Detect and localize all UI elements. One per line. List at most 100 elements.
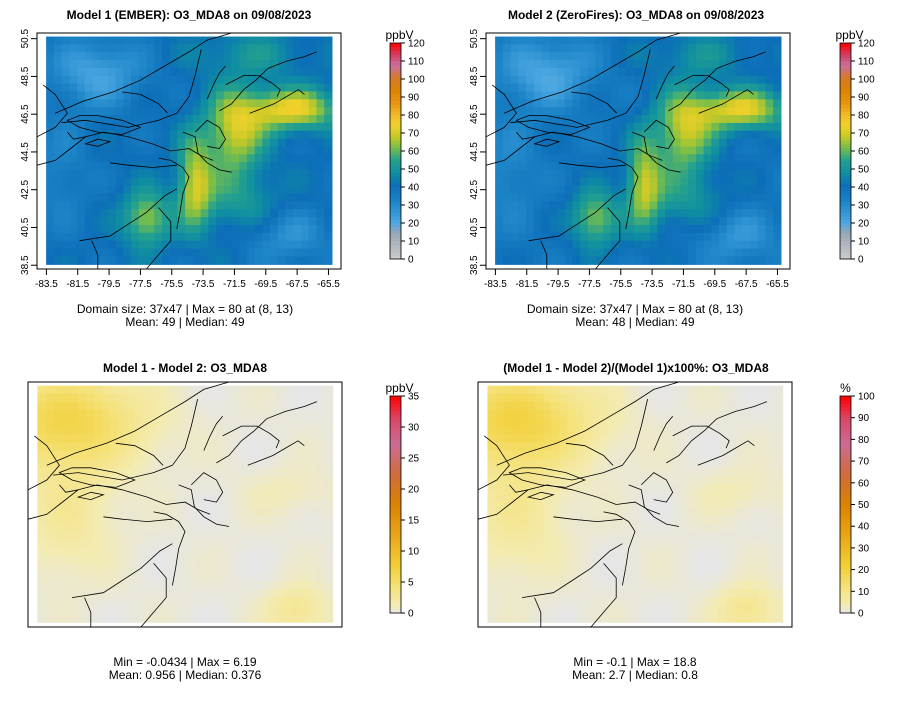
heatmap-cell (734, 232, 743, 242)
heatmap-cell (688, 185, 697, 195)
heatmap-cell (177, 60, 186, 69)
heatmap-cell (92, 91, 101, 100)
heatmap-cell (69, 573, 78, 582)
heatmap-cell (580, 154, 589, 163)
heatmap-cell (277, 83, 287, 93)
heatmap-cell (575, 401, 584, 411)
heatmap-cell (710, 613, 720, 623)
heatmap-cell (487, 589, 496, 599)
heatmap-cell (533, 122, 543, 132)
heatmap-cell (694, 483, 704, 493)
heatmap-cell (131, 36, 140, 45)
heatmap-cell (92, 75, 101, 85)
heatmap-cell (77, 122, 86, 132)
heatmap-cell (77, 162, 86, 171)
heatmap-cell (204, 589, 214, 599)
heatmap-cell (618, 52, 628, 61)
heatmap-cell (583, 556, 592, 566)
heatmap-cell (161, 154, 171, 163)
heatmap-cell (46, 52, 55, 61)
heatmap-cell (511, 385, 520, 395)
heatmap-cell (212, 442, 222, 452)
heatmap-cell (694, 605, 704, 615)
heatmap-cell (316, 516, 326, 525)
heatmap-cell (316, 225, 325, 234)
heatmap-cell (204, 393, 214, 403)
heatmap-cell (595, 209, 604, 218)
colorbar-segment (840, 580, 851, 585)
heatmap-cell (157, 573, 166, 582)
heatmap-cell (665, 115, 674, 124)
heatmap-cell (154, 60, 163, 69)
heatmap-cell (665, 185, 674, 195)
heatmap-cell (694, 491, 704, 501)
heatmap-cell (216, 138, 225, 148)
colorbar-segment (840, 111, 851, 116)
heatmap-cell (260, 581, 270, 591)
heatmap-cell (678, 385, 688, 395)
heatmap-cell (192, 217, 202, 226)
heatmap-cell (101, 507, 110, 517)
heatmap-cell (511, 548, 520, 558)
heatmap-cell (527, 434, 536, 444)
heatmap-cell (138, 36, 148, 45)
heatmap-cell (719, 83, 728, 93)
heatmap-cell (276, 516, 286, 525)
heatmap-cell (85, 548, 94, 558)
heatmap-cell (308, 209, 318, 218)
heatmap-cell (665, 248, 674, 258)
heatmap-cell (750, 442, 760, 452)
heatmap-cell (228, 516, 238, 525)
heatmap-cell (61, 524, 70, 534)
heatmap-cell (583, 418, 592, 428)
heatmap-cell (672, 138, 682, 148)
heatmap-cell (757, 170, 767, 179)
heatmap-cell (292, 589, 302, 599)
heatmap-cell (657, 256, 666, 265)
heatmap-cell (131, 67, 140, 77)
heatmap-cell (231, 67, 240, 77)
heatmap-cell (719, 248, 728, 258)
heatmap-cell (246, 122, 256, 132)
heatmap-cell (641, 256, 651, 265)
heatmap-cell (45, 565, 54, 574)
heatmap-cell (734, 83, 743, 93)
heatmap-cell (107, 44, 117, 53)
heatmap-cell (177, 225, 186, 234)
heatmap-cell (246, 52, 256, 61)
heatmap-cell (154, 248, 163, 258)
heatmap-cell (92, 107, 101, 116)
heatmap-cell (276, 401, 286, 411)
heatmap-cell (670, 532, 680, 542)
heatmap-cell (766, 524, 776, 534)
heatmap-cell (324, 225, 333, 234)
heatmap-cell (765, 91, 774, 100)
heatmap-cell (672, 177, 682, 187)
heatmap-cell (185, 107, 194, 116)
heatmap-cell (726, 232, 736, 242)
heatmap-cell (125, 426, 134, 436)
heatmap-cell (519, 401, 528, 411)
heatmap-cell (208, 170, 217, 179)
heatmap-cell (773, 67, 782, 77)
heatmap-cell (623, 393, 632, 403)
heatmap-cell (216, 83, 225, 93)
heatmap-cell (93, 393, 102, 403)
heatmap-cell (149, 548, 158, 558)
heatmap-cell (502, 225, 512, 234)
heatmap-cell (109, 516, 118, 525)
boundary-line (103, 516, 173, 523)
heatmap-cell (495, 177, 504, 187)
heatmap-cell (200, 154, 209, 163)
heatmap-cell (77, 450, 86, 460)
heatmap-cell (300, 483, 310, 493)
heatmap-cell (220, 459, 230, 468)
heatmap-cell (37, 548, 46, 558)
heatmap-cell (719, 91, 728, 100)
heatmap-cell (607, 450, 616, 460)
heatmap-cell (686, 573, 696, 582)
heatmap-cell (131, 115, 140, 124)
heatmap-cell (703, 44, 712, 53)
heatmap-cell (308, 410, 318, 419)
heatmap-cell (324, 36, 333, 45)
